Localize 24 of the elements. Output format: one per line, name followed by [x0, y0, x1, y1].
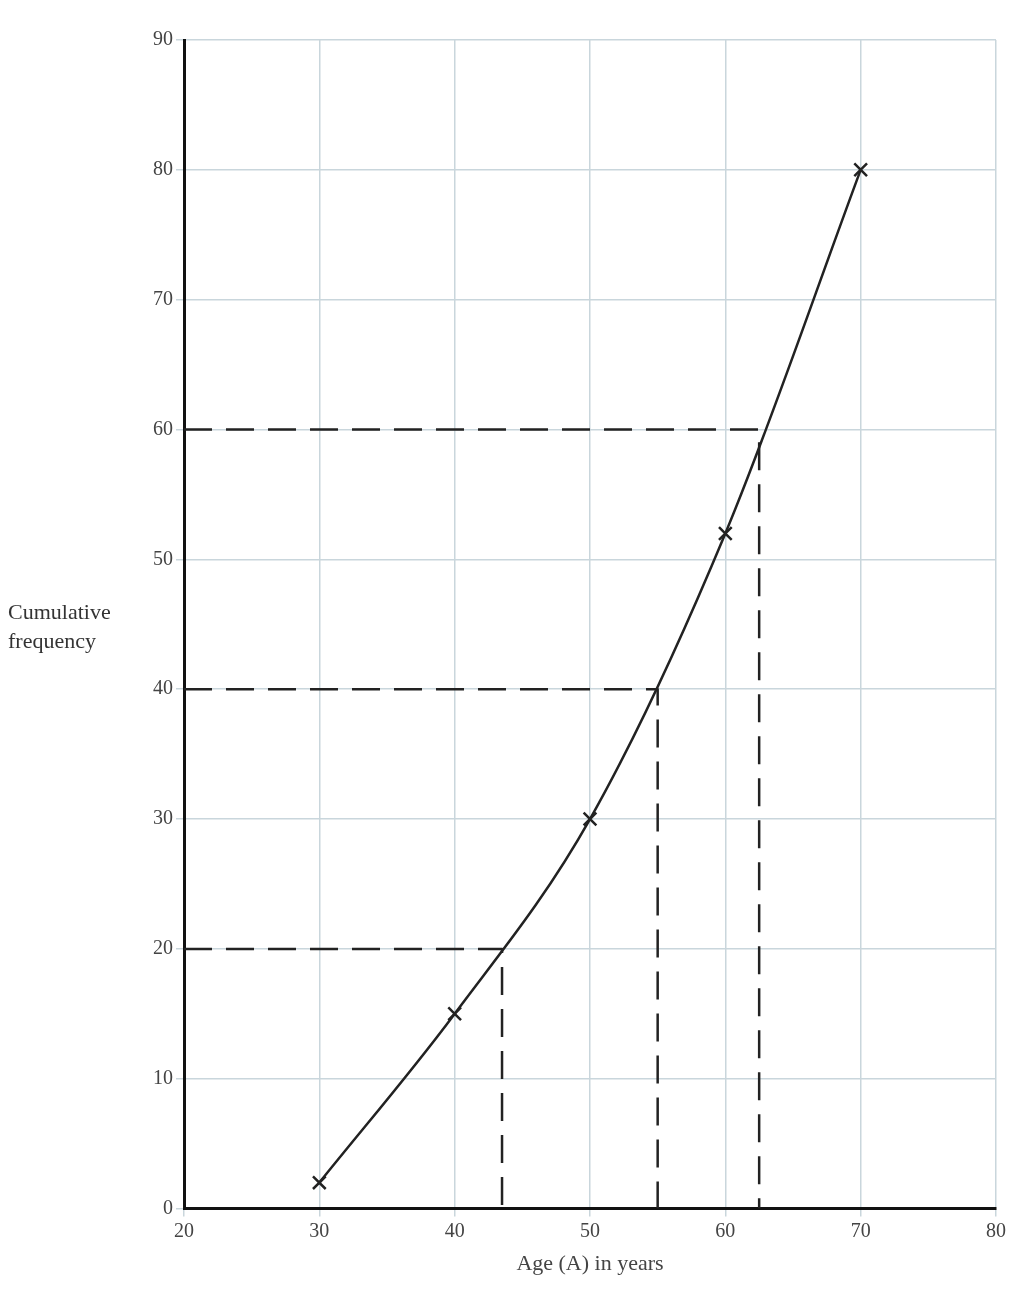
y-tick-label: 20	[153, 936, 173, 959]
y-axis-title: Cumulative frequency	[8, 598, 112, 655]
x-tick-label: 20	[174, 1218, 194, 1241]
y-tick-label: 40	[153, 676, 173, 699]
x-axis-title: Age (A) in years	[516, 1249, 664, 1275]
x-tick-label: 50	[580, 1218, 600, 1241]
x-tick-label: 40	[444, 1218, 465, 1241]
point	[447, 1006, 463, 1022]
point	[582, 811, 598, 827]
point	[311, 1175, 327, 1191]
y-tick-label: 10	[153, 1066, 173, 1089]
y-tick-label: 70	[153, 286, 173, 309]
x-tick-label: 70	[850, 1218, 871, 1241]
y-tick-label: 50	[153, 546, 173, 569]
y-tick-label: 30	[153, 806, 173, 829]
x-tick-label: 30	[309, 1218, 330, 1241]
y-tick-label: 90	[153, 27, 173, 50]
x-tick-label: 60	[715, 1218, 736, 1241]
point	[853, 162, 869, 178]
x-tick-label: 80	[986, 1218, 1006, 1241]
y-tick-label: 60	[153, 416, 173, 439]
y-tick-label: 80	[153, 157, 173, 180]
point	[717, 525, 733, 542]
y-tick-label: 0	[163, 1195, 173, 1218]
